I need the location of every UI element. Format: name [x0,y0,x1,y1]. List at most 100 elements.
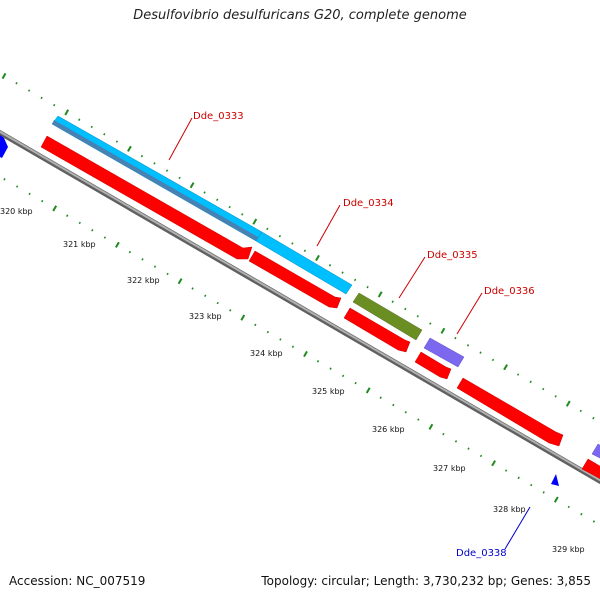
gene-block-edge-purple[interactable] [591,443,600,463]
tick-label-326: 326 kbp [372,425,405,434]
ruler-tick [516,373,520,376]
ruler-tick [565,400,571,407]
ruler-tick [166,272,169,276]
ruler-tick [592,416,595,420]
gene-block-dde-0338[interactable] [551,474,559,486]
tick-label-328: 328 kbp [493,505,526,514]
cds-block-4[interactable] [414,351,452,380]
accession-text: Accession: NC_007519 [9,574,146,588]
cds-block-1[interactable] [40,135,253,260]
ruler-tick [366,285,369,289]
inner-ruler [3,178,596,523]
ruler-tick [229,309,232,312]
ruler-tick [115,140,119,143]
cds-block-2[interactable] [248,250,342,309]
ruler-tick [379,396,382,399]
tick-label-324: 324 kbp [250,349,283,358]
feature-track [0,115,600,486]
ruler-tick [467,447,470,450]
ruler-tick [91,229,94,232]
gene-label-dde-0334[interactable]: Dde_0334 [343,198,394,209]
ruler-tick [429,322,432,325]
ruler-tick [491,358,495,362]
ruler-tick [189,182,195,189]
genome-summary-text: Topology: circular; Length: 3,730,232 bp… [261,574,591,588]
ruler-tick [191,287,194,290]
ruler-tick [140,154,144,158]
ruler-tick [315,254,320,262]
ruler-tick [579,409,582,413]
tick-labels: 320 kbp 321 kbp 322 kbp 323 kbp 324 kbp 325 k… [0,207,585,554]
ruler-tick [266,330,270,334]
ruler-tick [377,291,383,298]
cds-block-6[interactable] [581,458,600,484]
ruler-tick [216,198,219,201]
ruler-tick [241,213,244,216]
ruler-tick [28,192,31,196]
ruler-tick [204,294,207,297]
gene-label-dde-0333[interactable]: Dde_0333 [193,111,244,122]
gene-block-dde-0333-shade [52,120,258,241]
ruler-tick [15,82,18,85]
outer-ruler [1,72,595,420]
ruler-tick [454,336,457,340]
gene-label-dde-0338[interactable]: Dde_0338 [456,548,507,559]
cds-block-5[interactable] [456,377,564,447]
gene-block-dde-0335[interactable] [352,292,423,341]
ruler-tick [542,387,545,391]
ruler-tick [3,178,6,181]
ruler-tick [165,169,169,172]
gene-label-dde-0336[interactable]: Dde_0336 [484,286,535,297]
ruler-tick [127,145,132,152]
ruler-tick [428,423,434,430]
tick-label-327: 327 kbp [433,464,466,473]
ruler-tick [103,133,106,136]
ruler-tick [128,250,132,254]
ruler-tick [404,411,407,414]
ruler-tick [567,505,570,509]
ruler-tick [203,191,206,194]
ruler-tick [78,221,81,225]
ruler-tick [417,418,420,421]
ruler-tick [542,491,545,494]
ruler-tick [392,403,395,407]
ruler-tick [391,300,394,303]
ruler-tick [554,395,557,398]
ruler-tick [517,476,520,480]
ruler-tick [440,327,446,334]
ruler-tick [216,301,219,305]
ruler-tick [530,483,533,487]
ruler-tick [153,162,156,165]
ruler-tick [291,345,295,348]
ruler-tick [266,227,269,231]
gene-block-dde-0334[interactable] [255,231,353,295]
ruler-tick [40,96,43,100]
ruler-tick [115,241,120,248]
ruler-tick [228,205,231,209]
ruler-tick [66,214,69,217]
cds-block-3[interactable] [343,307,411,353]
ruler-tick [1,72,7,80]
ruler-tick [353,278,357,282]
ruler-tick [252,218,258,225]
ruler-tick [27,89,31,92]
ruler-tick [341,374,345,378]
ruler-tick [316,360,320,363]
ruler-tick [177,278,183,285]
gene-labels: Dde_0333 Dde_0334 Dde_0335 Dde_0336 Dde_… [168,111,535,559]
ruler-tick [466,344,470,347]
ruler-tick [90,125,93,129]
gene-block-edge-blue[interactable] [0,135,8,158]
ruler-tick [254,323,257,327]
gene-block-dde-0336[interactable] [423,337,465,368]
ruler-tick [341,271,344,274]
tick-label-329: 329 kbp [552,545,585,554]
tick-label-322: 322 kbp [127,276,160,285]
ruler-tick [153,265,157,268]
ruler-tick [454,440,458,443]
ruler-tick [178,176,181,180]
map-title: Desulfovibrio desulfuricans G20, complet… [133,8,467,23]
ruler-tick [278,234,282,238]
gene-label-dde-0335[interactable]: Dde_0335 [427,250,478,261]
